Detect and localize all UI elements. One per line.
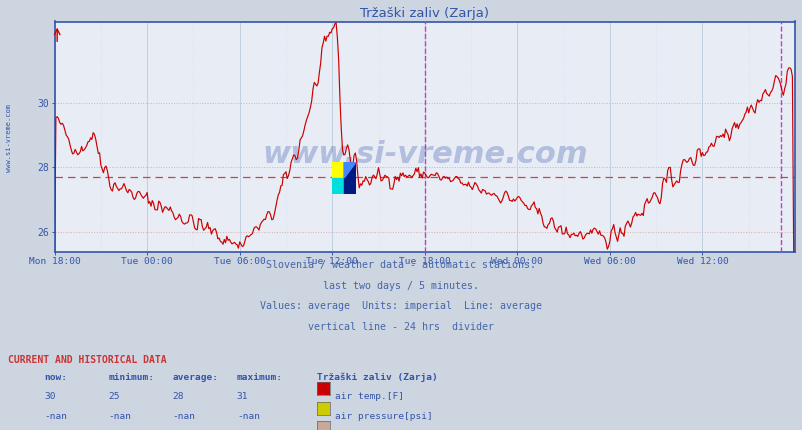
Text: 30: 30 bbox=[44, 392, 55, 401]
Text: air temp.[F]: air temp.[F] bbox=[334, 392, 403, 401]
Text: average:: average: bbox=[172, 373, 218, 382]
Text: minimum:: minimum: bbox=[108, 373, 154, 382]
Text: -nan: -nan bbox=[108, 412, 132, 421]
Text: 25: 25 bbox=[108, 392, 119, 401]
Text: www.si-vreme.com: www.si-vreme.com bbox=[6, 104, 11, 172]
Text: Tržaški zaliv (Zarja): Tržaški zaliv (Zarja) bbox=[317, 373, 437, 382]
Title: Tržaški zaliv (Zarja): Tržaški zaliv (Zarja) bbox=[360, 7, 488, 20]
Text: CURRENT AND HISTORICAL DATA: CURRENT AND HISTORICAL DATA bbox=[8, 355, 167, 365]
Text: -nan: -nan bbox=[172, 412, 196, 421]
Text: air pressure[psi]: air pressure[psi] bbox=[334, 412, 432, 421]
Text: maximum:: maximum: bbox=[237, 373, 282, 382]
Text: now:: now: bbox=[44, 373, 67, 382]
Polygon shape bbox=[344, 162, 356, 178]
Text: www.si-vreme.com: www.si-vreme.com bbox=[261, 141, 587, 169]
Text: -nan: -nan bbox=[44, 412, 67, 421]
Text: -nan: -nan bbox=[237, 412, 260, 421]
Text: 31: 31 bbox=[237, 392, 248, 401]
Text: 28: 28 bbox=[172, 392, 184, 401]
Bar bbox=[332, 178, 344, 194]
Text: Values: average  Units: imperial  Line: average: Values: average Units: imperial Line: av… bbox=[260, 301, 542, 311]
Text: vertical line - 24 hrs  divider: vertical line - 24 hrs divider bbox=[308, 322, 494, 332]
Text: Slovenia / weather data - automatic stations.: Slovenia / weather data - automatic stat… bbox=[266, 260, 536, 270]
Bar bbox=[344, 162, 356, 194]
Text: last two days / 5 minutes.: last two days / 5 minutes. bbox=[323, 281, 479, 291]
Bar bbox=[332, 162, 344, 178]
